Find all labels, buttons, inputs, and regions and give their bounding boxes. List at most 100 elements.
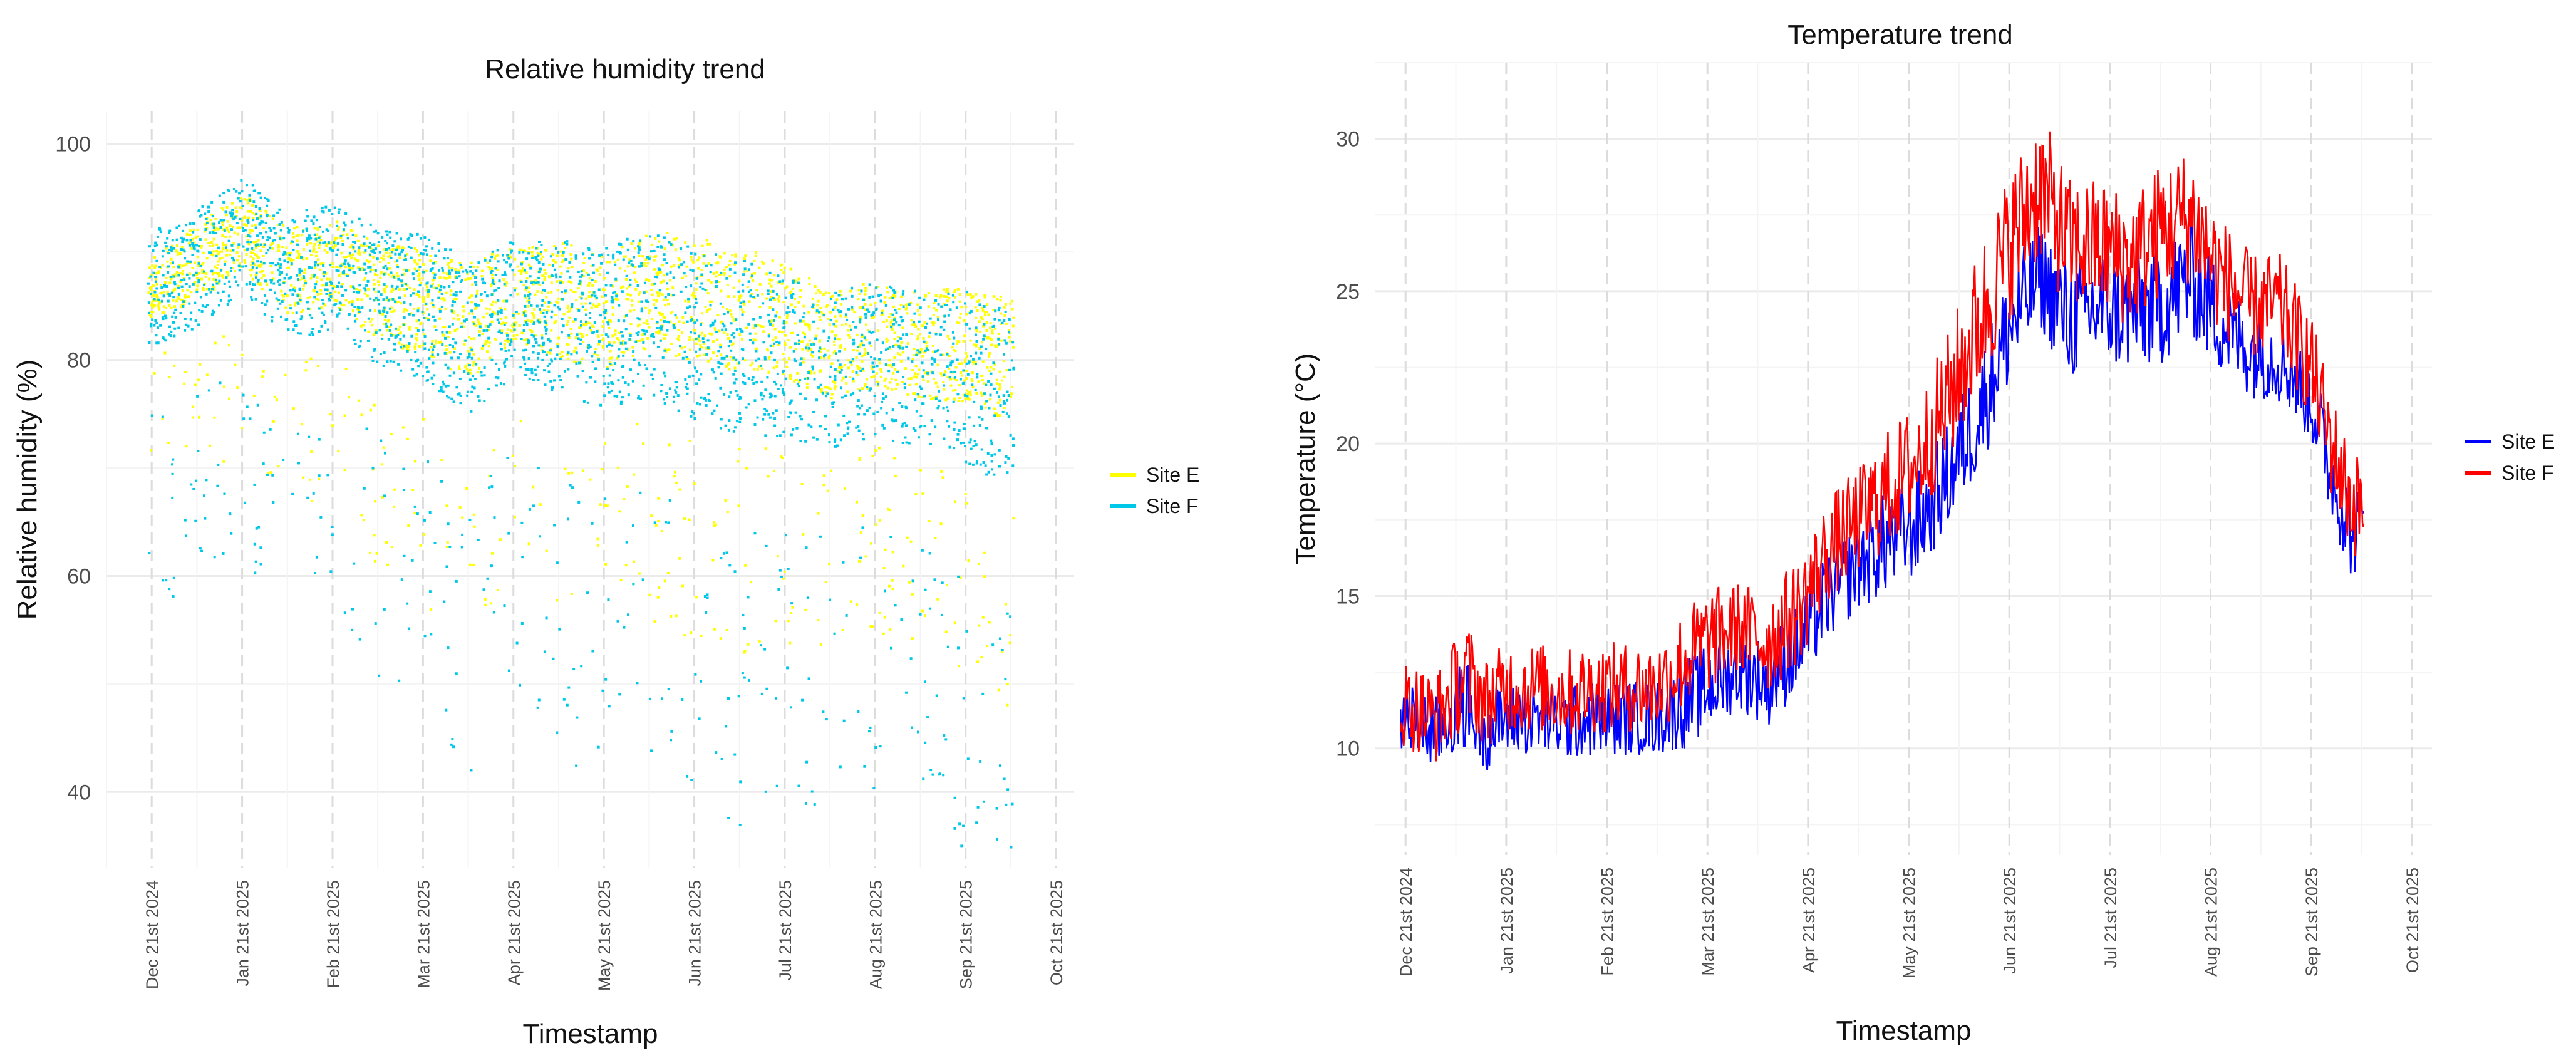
- data-point: [603, 316, 606, 319]
- data-point: [413, 346, 416, 350]
- data-point: [978, 347, 981, 350]
- data-point: [286, 267, 289, 270]
- data-point: [291, 240, 294, 243]
- data-point: [963, 379, 966, 382]
- data-point: [363, 251, 366, 254]
- data-point: [633, 358, 636, 361]
- data-point: [272, 214, 276, 217]
- data-point: [980, 405, 983, 408]
- data-point: [638, 364, 641, 367]
- data-point: [589, 302, 592, 305]
- data-point: [704, 398, 707, 402]
- data-point: [714, 376, 717, 380]
- data-point: [745, 406, 748, 409]
- data-point: [152, 299, 155, 302]
- data-point: [772, 344, 775, 347]
- data-point: [678, 259, 681, 262]
- data-point: [300, 315, 303, 318]
- data-point: [978, 624, 981, 627]
- data-point: [773, 424, 777, 427]
- data-point: [292, 248, 295, 251]
- data-point: [864, 383, 867, 386]
- data-point: [698, 354, 701, 357]
- data-point: [467, 277, 470, 281]
- data-point: [701, 331, 704, 334]
- data-point: [324, 321, 327, 324]
- data-point: [170, 249, 173, 252]
- data-point: [447, 646, 450, 650]
- data-point: [819, 643, 822, 646]
- data-point: [330, 241, 333, 244]
- data-point: [408, 325, 411, 328]
- data-point: [486, 577, 489, 580]
- data-point: [809, 348, 812, 351]
- data-point: [792, 293, 795, 296]
- data-point: [303, 276, 306, 279]
- data-point: [457, 271, 460, 274]
- data-point: [174, 308, 177, 311]
- data-point: [743, 260, 747, 263]
- data-point: [331, 296, 334, 299]
- data-point: [413, 267, 416, 271]
- data-point: [768, 271, 772, 274]
- data-point: [491, 250, 494, 253]
- data-point: [418, 275, 421, 278]
- data-point: [826, 386, 829, 389]
- data-point: [924, 614, 927, 618]
- data-point: [975, 443, 978, 447]
- data-point: [417, 307, 420, 310]
- data-point: [823, 356, 826, 360]
- data-point: [708, 300, 711, 303]
- data-point: [352, 253, 355, 256]
- data-point: [672, 324, 675, 327]
- data-point: [988, 621, 991, 624]
- data-point: [378, 283, 381, 286]
- data-point: [478, 330, 481, 333]
- data-point: [184, 257, 187, 260]
- data-point: [322, 262, 325, 266]
- data-point: [281, 300, 284, 303]
- data-point: [415, 327, 418, 330]
- data-point: [778, 341, 781, 345]
- data-point: [877, 294, 881, 298]
- data-point: [957, 665, 960, 668]
- data-point: [204, 212, 207, 215]
- data-point: [259, 215, 262, 218]
- data-point: [472, 513, 475, 516]
- data-point: [165, 247, 168, 250]
- data-point: [851, 287, 854, 290]
- data-point: [333, 303, 336, 306]
- data-point: [611, 296, 614, 299]
- data-point: [500, 311, 503, 314]
- data-point: [428, 348, 431, 351]
- data-point: [537, 321, 541, 324]
- data-point: [498, 321, 501, 324]
- data-point: [706, 339, 710, 342]
- data-point: [338, 208, 341, 211]
- data-point: [614, 263, 617, 266]
- data-point: [770, 351, 773, 355]
- data-point: [241, 353, 244, 356]
- data-point: [305, 257, 308, 260]
- data-point: [545, 296, 548, 299]
- data-point: [242, 216, 246, 219]
- data-point: [996, 391, 999, 394]
- data-point: [300, 423, 303, 426]
- data-point: [712, 272, 715, 276]
- data-point: [631, 380, 634, 383]
- data-point: [189, 272, 192, 276]
- data-point: [585, 272, 588, 275]
- data-point: [552, 245, 556, 248]
- data-point: [678, 264, 681, 267]
- data-point: [780, 331, 784, 334]
- data-point: [212, 277, 215, 281]
- data-point: [730, 334, 733, 337]
- data-point: [758, 306, 762, 309]
- data-point: [513, 328, 516, 331]
- data-point: [272, 227, 276, 230]
- data-point: [249, 269, 252, 272]
- data-point: [523, 358, 526, 361]
- data-point: [169, 246, 172, 249]
- data-point: [203, 283, 206, 286]
- data-point: [695, 338, 698, 341]
